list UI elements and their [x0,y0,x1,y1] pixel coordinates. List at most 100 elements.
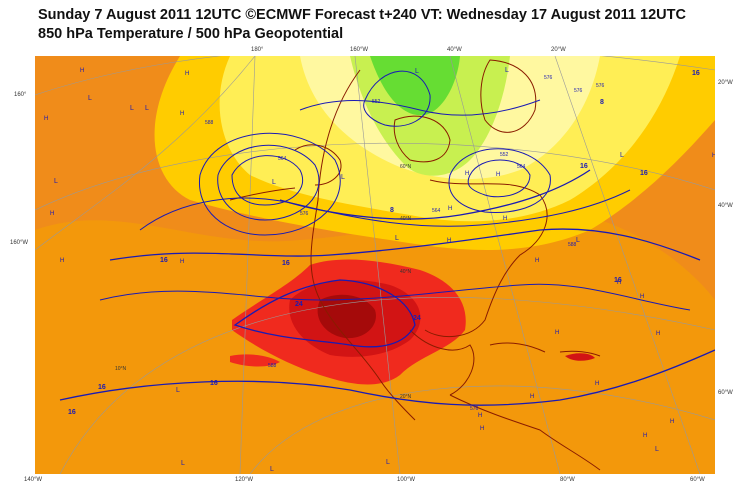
high-pressure-center: H [640,294,644,300]
cuba [489,342,546,353]
geopotential-contour-label: 588 [205,120,214,126]
low-pressure-center: L [576,237,580,244]
edge-label-bottom: 140°W [24,477,43,483]
low-pressure-center: L [620,152,624,159]
geopotential-labels: 564 588 576 552 576 564 576 552 564 576 588 588 576 [205,75,605,412]
low-pressure-center: L [176,387,180,394]
geopotential-contour-label: 564 [517,164,526,170]
high-pressure-center: H [478,413,482,419]
geopotential-contour-588 [99,283,691,311]
forecast-map[interactable]: 40°N 20°N 60°N 40°N 10°N 16 16 16 16 16 16 24 2… [35,56,715,474]
temperature-contour-label: 8 [600,99,604,106]
temperature-contour-label: 16 [640,170,648,177]
alaska [294,144,342,186]
low-pressure-center: L [505,67,509,74]
geopotential-contour-label: 576 [300,211,309,217]
temperature-contour-label: 16 [98,384,106,391]
high-pressure-center: H [60,258,64,264]
forecast-title: Sunday 7 August 2011 12UTC ©ECMWF Foreca… [38,7,686,23]
low-pressure-center: L [386,459,390,466]
geopotential-contour-north [363,70,431,127]
coldest-temperature-zone [370,56,460,116]
temperature-contour-label: 16 [692,70,700,77]
high-pressure-center: H [447,238,451,244]
temperature-contour-label: 16 [614,277,622,284]
high-pressure-center: H [535,258,539,264]
geopotential-contour-low-east [467,159,531,198]
high-pressure-center: H [185,71,189,77]
geopotential-contour-low-east [448,148,551,213]
edge-label-top: 40°W [447,47,462,53]
greenland [480,59,537,133]
hot-zone-caribbean [565,353,595,361]
geopotential-contour-label: 576 [470,406,479,412]
temperature-contour-label: 16 [210,380,218,387]
geopotential-contour-label: 588 [568,242,577,248]
edge-label-left: 160° [14,92,27,98]
geopotential-contour-label: 576 [596,83,605,89]
temperature-contour-label: 8 [390,207,394,214]
temperature-contour-label: 24 [413,315,421,322]
temperature-contour-16-south [59,349,715,406]
geopotential-contour-576 [139,189,631,231]
edge-label-left: 160°W [10,240,29,246]
hudson-bay [393,115,451,163]
high-pressure-center: H [80,68,84,74]
edge-label-bottom: 60°W [690,477,705,483]
edge-label-bottom: 80°W [560,477,575,483]
high-pressure-center: H [480,426,484,432]
lat-label-20n: 20°N [400,394,412,400]
geopotential-contour-low-ring [231,155,303,206]
low-pressure-center: L [145,105,149,112]
low-pressure-center: L [181,460,185,467]
high-pressure-center: H [617,280,621,286]
lat-label-40n-mid: 40°N [400,216,412,222]
hispaniola [559,350,601,357]
low-pressure-center: L [395,235,399,242]
geopotential-contours [99,70,691,311]
edge-label-bottom: 120°W [235,477,254,483]
temperature-contour-label: 16 [580,163,588,170]
edge-label-top: 160°W [350,47,369,53]
temperature-contour-label: 16 [282,260,290,267]
low-pressure-center: L [272,179,276,186]
geopotential-contour-label: 564 [432,208,441,214]
high-pressure-center: H [465,171,469,177]
low-pressure-center: L [88,95,92,102]
temperature-contour-label: 16 [160,257,168,264]
high-pressure-center: H [595,381,599,387]
pressure-centers: H H L L L H H L L L L H H L H H H L H H L H H L H L H H H H H H L H L L H H H L [44,67,715,473]
high-pressure-center: H [448,206,452,212]
high-pressure-center: H [503,216,507,222]
edge-label-bottom: 100°W [397,477,416,483]
high-pressure-center: H [44,116,48,122]
low-pressure-center: L [415,68,419,75]
high-pressure-center: H [180,259,184,265]
geopotential-contour-low-ring [198,132,341,236]
north-america-east-coast [424,179,548,338]
temperature-contour-label: 24 [295,301,303,308]
high-pressure-center: H [530,394,534,400]
edge-label-top: 20°W [551,47,566,53]
edge-label-right: 20°W [718,80,733,86]
geopotential-contour-label: 588 [268,363,277,369]
low-pressure-center: L [655,446,659,453]
chart-subtitle: 850 hPa Temperature / 500 hPa Geopotenti… [38,26,344,42]
lat-label-10n: 10°N [115,366,127,372]
graticule [35,56,715,474]
central-america [449,394,601,471]
temperature-contour-16 [109,228,701,261]
high-pressure-center: H [656,331,660,337]
geopotential-contour-label: 552 [372,99,381,105]
contour-labels: 16 16 16 16 16 16 24 24 8 8 16 16 16 [68,70,700,416]
geopotential-contour-label: 576 [544,75,553,81]
lat-label-40n: 40°N [400,269,412,275]
high-pressure-center: H [555,330,559,336]
hot-zone-pacific [230,354,280,367]
lat-label-60n: 60°N [400,164,412,170]
high-pressure-center: H [496,172,500,178]
high-pressure-center: H [643,433,647,439]
geopotential-contour-564-arc [299,99,541,116]
geopotential-contour-label: 564 [278,156,287,162]
high-pressure-center: H [180,111,184,117]
